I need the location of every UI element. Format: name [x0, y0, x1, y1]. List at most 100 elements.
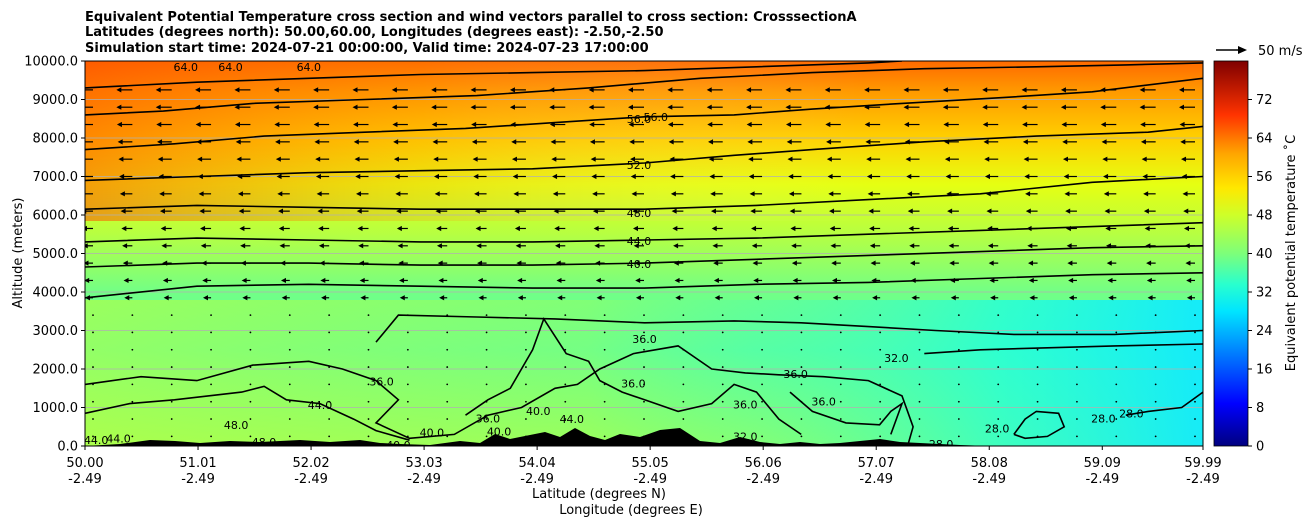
wind-vector-head	[511, 156, 517, 162]
wind-vector-head	[1141, 156, 1147, 162]
wind-vector-head	[242, 295, 248, 301]
wind-vector-head	[397, 243, 403, 249]
wind-vector-head	[121, 225, 127, 232]
wind-vector	[1076, 383, 1078, 386]
x-tick-label-lat: 51.01	[179, 456, 216, 471]
wind-vector	[210, 331, 212, 334]
wind-vector-head	[870, 260, 876, 266]
wind-vector-head	[710, 191, 716, 197]
wind-vector	[957, 383, 960, 386]
contour-label: 40.0	[627, 258, 652, 271]
wind-vector-head	[831, 277, 837, 284]
wind-vector	[839, 435, 842, 438]
wind-vector-head	[1029, 295, 1035, 301]
wind-vector-head	[710, 208, 716, 214]
wind-vector-head	[1102, 156, 1108, 162]
y-tick-label: 9000.0	[33, 93, 79, 108]
wind-vector	[131, 314, 134, 316]
wind-vector	[761, 348, 763, 351]
contour-label: 44.0	[84, 434, 109, 447]
wind-vector-head	[122, 243, 128, 249]
colorbar-tick-label: 72	[1256, 93, 1273, 108]
wind-vector-head	[793, 295, 799, 301]
wind-vector-head	[750, 208, 756, 214]
wind-vector-head	[315, 173, 321, 180]
wind-vector-head	[85, 260, 89, 266]
wind-vector	[800, 331, 803, 334]
colorbar-tick-label: 32	[1256, 286, 1273, 301]
wind-vector-head	[240, 243, 246, 249]
wind-vector-head	[1183, 225, 1189, 232]
wind-vector-head	[200, 225, 206, 232]
wind-vector	[1115, 366, 1118, 368]
contour-label: 44.0	[308, 399, 333, 412]
wind-vector	[564, 400, 567, 403]
contour-line	[789, 391, 904, 435]
wind-vector-head	[751, 243, 757, 249]
x-tick-label-lat: 52.02	[292, 456, 329, 471]
wind-vector-head	[706, 104, 712, 110]
wind-vector	[288, 383, 291, 386]
wind-vector	[406, 400, 409, 403]
x-tick-label-lon: -2.49	[633, 472, 667, 487]
wind-vector	[682, 331, 685, 334]
contour-label: 36.0	[632, 333, 657, 346]
wind-vector-head	[1025, 191, 1031, 197]
wind-vector	[918, 400, 921, 403]
wind-vector	[170, 314, 173, 316]
wind-vector	[170, 348, 173, 351]
wind-vector-head	[396, 225, 402, 232]
wind-vector-head	[471, 139, 477, 145]
contour-lines	[85, 61, 1203, 446]
wind-vector	[761, 331, 763, 334]
wind-vector-head	[358, 243, 364, 249]
x-tick-label-lon: -2.49	[294, 472, 328, 487]
wind-vector-head	[792, 277, 798, 284]
wind-vector-head	[867, 191, 873, 197]
wind-vector	[92, 331, 94, 334]
colorbar-gradient	[1213, 60, 1249, 447]
wind-vector-head	[116, 104, 122, 110]
wind-vector-head	[1142, 173, 1148, 180]
wind-vector-head	[275, 156, 281, 162]
wind-vector	[879, 314, 882, 316]
wind-vector-head	[118, 156, 124, 162]
wind-vector-head	[711, 225, 717, 232]
x-tick-label-lat: 50.00	[66, 456, 103, 471]
wind-vector	[879, 418, 882, 420]
wind-vector	[839, 400, 842, 403]
wind-vector	[800, 418, 803, 420]
wind-vector-head	[514, 225, 520, 232]
wind-vector	[643, 366, 645, 368]
wind-vector-head	[989, 277, 995, 284]
x-tick-label-lat: 59.09	[1084, 456, 1121, 471]
wind-vector-head	[713, 277, 719, 284]
contour-label: 40.0	[487, 425, 512, 438]
wind-vector	[525, 348, 527, 351]
wind-vector-head	[393, 156, 399, 162]
wind-vector-head	[1068, 277, 1074, 284]
contour-label: 64.0	[218, 61, 243, 74]
colorbar-tick-label: 48	[1256, 209, 1273, 224]
wind-vector	[957, 400, 960, 403]
wind-vector	[525, 400, 527, 403]
x-tick-label-lon: -2.49	[181, 472, 215, 487]
wind-vector-head	[787, 156, 793, 162]
x-tick-label-lat: 54.04	[519, 456, 556, 471]
wind-vector-head	[278, 208, 284, 214]
wind-vector-head	[318, 225, 324, 232]
x-tick-label-lon: -2.49	[746, 472, 780, 487]
wind-vector-head	[320, 277, 326, 284]
wind-vector-head	[707, 121, 713, 128]
wind-vector	[328, 348, 331, 351]
wind-vector-head	[790, 225, 796, 232]
wind-vector	[643, 383, 645, 386]
wind-vector-head	[279, 243, 285, 249]
x-axis-label-lon: Longitude (degrees E)	[559, 503, 703, 518]
wind-vector-head	[478, 295, 484, 301]
wind-vector	[288, 400, 291, 403]
y-tick-label: 6000.0	[33, 209, 79, 224]
wind-vector-head	[942, 104, 948, 110]
wind-vector-head	[828, 191, 834, 197]
x-tick-label-lon: -2.49	[1085, 472, 1119, 487]
